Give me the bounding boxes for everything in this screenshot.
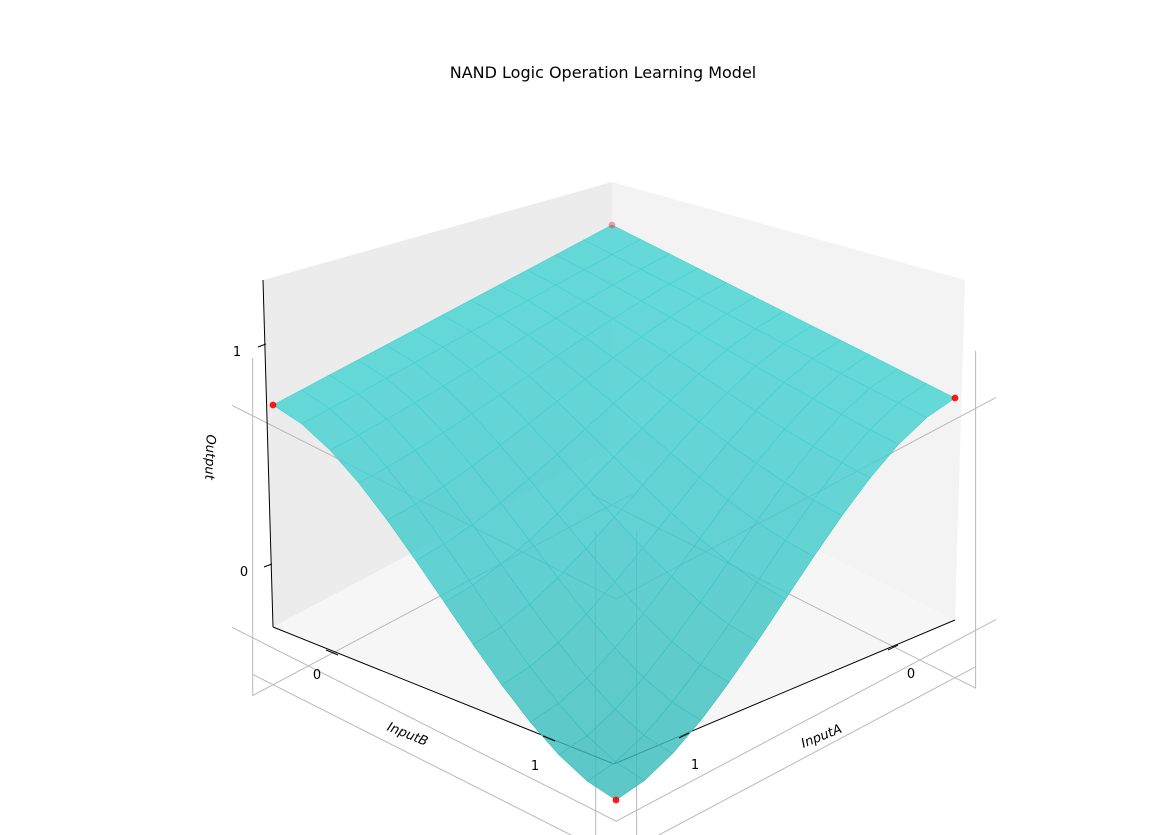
surface-patch xyxy=(583,224,642,255)
z-tick-label-0: 0 xyxy=(240,565,248,580)
y-tick-label-0: 0 xyxy=(313,668,321,683)
y-tick-0 xyxy=(325,649,339,656)
x-axis-label: InputA xyxy=(799,722,844,752)
z-tick-0 xyxy=(263,563,273,568)
data-point-0 xyxy=(608,221,616,229)
z-tick-1 xyxy=(257,343,267,348)
y-tick-1 xyxy=(542,735,556,742)
x-tick-0 xyxy=(887,644,899,651)
x-tick-label-1: 1 xyxy=(691,758,699,773)
z-axis-line xyxy=(262,279,274,628)
y-tick-label-1: 1 xyxy=(531,759,539,774)
gridline-z-0 xyxy=(231,619,997,822)
data-point-2 xyxy=(951,394,959,402)
data-points xyxy=(269,221,959,804)
data-point-3 xyxy=(612,796,620,804)
z-tick-label-1: 1 xyxy=(233,345,241,360)
x-tick-label-0: 0 xyxy=(907,667,915,682)
z-axis-label: Output xyxy=(201,434,218,481)
chart-title: NAND Logic Operation Learning Model xyxy=(450,63,757,82)
x-tick-1 xyxy=(678,732,690,739)
surface xyxy=(272,224,956,801)
data-point-1 xyxy=(269,401,277,409)
ticks xyxy=(257,343,899,742)
